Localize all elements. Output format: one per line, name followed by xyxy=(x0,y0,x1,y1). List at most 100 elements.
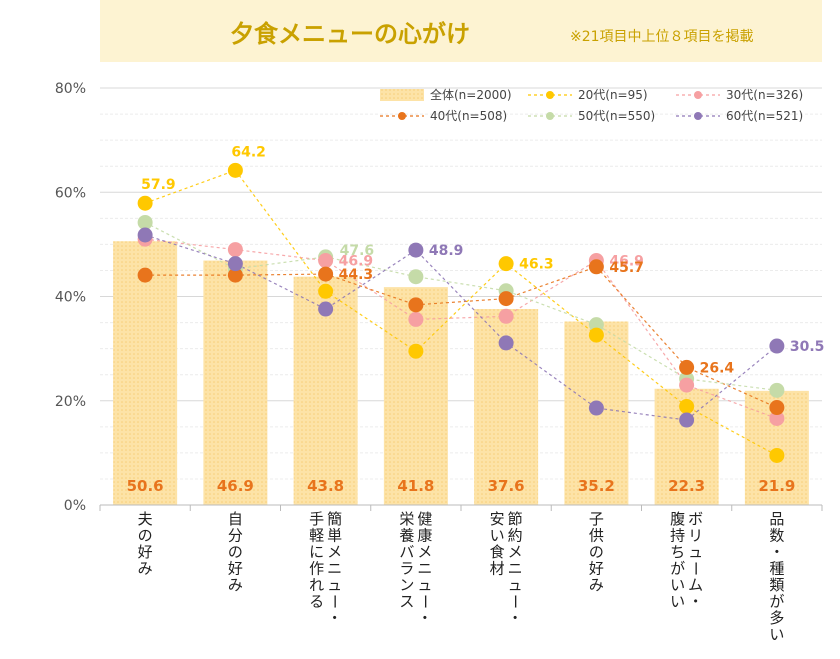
bar-value-label: 41.8 xyxy=(397,477,434,495)
point-s60 xyxy=(408,242,424,258)
y-tick-label: 60% xyxy=(55,185,86,201)
point-s40 xyxy=(318,266,334,282)
x-tick-label-char: 安 xyxy=(490,510,505,528)
x-tick-label-char: ー xyxy=(416,594,434,609)
x-tick-label-char: み xyxy=(228,576,243,594)
x-tick-label-char: 好 xyxy=(228,560,243,578)
x-tick-label-char: ニ xyxy=(417,560,432,578)
point-s30 xyxy=(408,311,424,327)
point-s50 xyxy=(137,214,153,230)
x-tick-label-char: ー xyxy=(506,594,524,609)
legend-swatch-dot xyxy=(694,112,702,120)
x-tick-label-char: い xyxy=(490,527,505,545)
series-line-s20 xyxy=(144,169,778,457)
x-tick-label-char: 自 xyxy=(228,510,243,528)
bar-value-label: 50.6 xyxy=(127,477,164,495)
x-tick-label-char: に xyxy=(309,543,324,561)
legend-label: 全体(n=2000) xyxy=(430,87,512,102)
x-tick-label-char: ム xyxy=(688,576,703,594)
x-tick-label-char: の xyxy=(228,543,243,561)
point-s20 xyxy=(498,256,514,272)
x-tick-label-char: 持 xyxy=(670,527,685,545)
legend-swatch-dot xyxy=(546,112,554,120)
x-tick-label-char: メ xyxy=(508,543,523,561)
x-tick-label-char: ・ xyxy=(769,543,784,561)
chart-title: 夕食メニューの心がけ xyxy=(230,20,470,48)
x-tick-label-char: ュ xyxy=(508,576,523,594)
x-tick-label-char: ン xyxy=(399,576,414,594)
x-tick-label-char: い xyxy=(670,576,685,594)
x-tick-label-char: 簡 xyxy=(327,510,342,528)
bar-value-label: 43.8 xyxy=(307,477,344,495)
point-s40 xyxy=(588,259,604,275)
point-s60 xyxy=(679,412,695,428)
x-tick-label-char: 軽 xyxy=(309,527,324,545)
x-tick-label-char: が xyxy=(670,560,685,578)
x-tick-label-char: 作 xyxy=(309,560,324,578)
axes: 0%20%40%60%80%夫の好み自分の好み簡単メニュー・手軽に作れる健康メニ… xyxy=(55,81,823,644)
point-s50 xyxy=(588,317,604,333)
x-tick-label-char: ニ xyxy=(327,560,342,578)
x-tick-label-char: ー xyxy=(687,561,705,576)
x-tick-label-char: 康 xyxy=(417,527,432,545)
x-tick-label-char: ・ xyxy=(327,609,342,627)
point-s60 xyxy=(588,400,604,416)
series-line-s30 xyxy=(145,238,778,420)
legend-swatch-dot xyxy=(694,91,702,99)
annotation-label: 57.9 xyxy=(141,177,176,193)
point-s30 xyxy=(679,377,695,393)
x-tick-label-char: ュ xyxy=(688,543,703,561)
x-tick-label-char: 夫 xyxy=(138,510,153,528)
point-s40 xyxy=(769,400,785,416)
point-s40 xyxy=(679,359,695,375)
x-tick-label-char: 数 xyxy=(769,527,784,545)
x-tick-label-char: の xyxy=(138,527,153,545)
point-s20 xyxy=(679,398,695,414)
x-tick-label-char: 約 xyxy=(508,527,523,545)
x-tick-label-char: ー xyxy=(326,594,344,609)
x-tick-label-char: 類 xyxy=(769,576,784,594)
annotation-label: 46.9 xyxy=(609,254,644,270)
legend-label: 60代(n=521) xyxy=(726,109,803,123)
point-s20 xyxy=(137,195,153,211)
point-s30 xyxy=(318,253,334,269)
x-tick-label-char: 分 xyxy=(228,527,243,545)
point-s20 xyxy=(318,283,334,299)
annotation-label: 47.6 xyxy=(340,243,375,259)
bar-value-label: 22.3 xyxy=(668,477,705,495)
x-tick-label-char: リ xyxy=(688,527,703,545)
series-line-s60 xyxy=(144,234,778,421)
x-tick-label-char: ボ xyxy=(688,510,703,528)
y-tick-label: 80% xyxy=(55,81,86,97)
x-tick-label-char: 材 xyxy=(490,560,505,578)
x-tick-label-char: 品 xyxy=(769,510,784,528)
point-s30 xyxy=(498,308,514,324)
point-s60 xyxy=(769,338,785,354)
point-s50 xyxy=(408,269,424,285)
x-tick-label-char: 好 xyxy=(138,543,153,561)
bar-value-label: 35.2 xyxy=(578,477,615,495)
x-tick-label-char: 種 xyxy=(769,560,784,578)
x-tick-label-char: い xyxy=(670,593,685,611)
x-tick-label-char: 栄 xyxy=(399,510,414,528)
legend[interactable]: 全体(n=2000) 20代(n=95) 30代(n=326) 40代(n=508) 5… xyxy=(380,87,803,123)
bar xyxy=(203,260,268,505)
point-s20 xyxy=(408,343,424,359)
point-s30 xyxy=(227,242,243,258)
x-tick-label-char: 手 xyxy=(309,510,324,528)
point-s60 xyxy=(318,301,334,317)
x-tick-label-char: ュ xyxy=(417,576,432,594)
point-s40 xyxy=(227,267,243,283)
x-tick-label-char: メ xyxy=(327,543,342,561)
legend-label: 50代(n=550) xyxy=(578,109,655,123)
x-tick-label-char: 食 xyxy=(490,543,505,561)
annotation-label: 46.9 xyxy=(339,254,374,270)
x-tick-label-char: 節 xyxy=(508,510,523,528)
annotation-label: 48.9 xyxy=(429,243,464,259)
point-s20 xyxy=(769,447,785,463)
x-tick-label-char: バ xyxy=(399,543,414,561)
x-tick-label-char: 多 xyxy=(769,609,784,627)
x-tick-label-char: れ xyxy=(309,576,324,594)
legend-label: 20代(n=95) xyxy=(578,88,648,102)
